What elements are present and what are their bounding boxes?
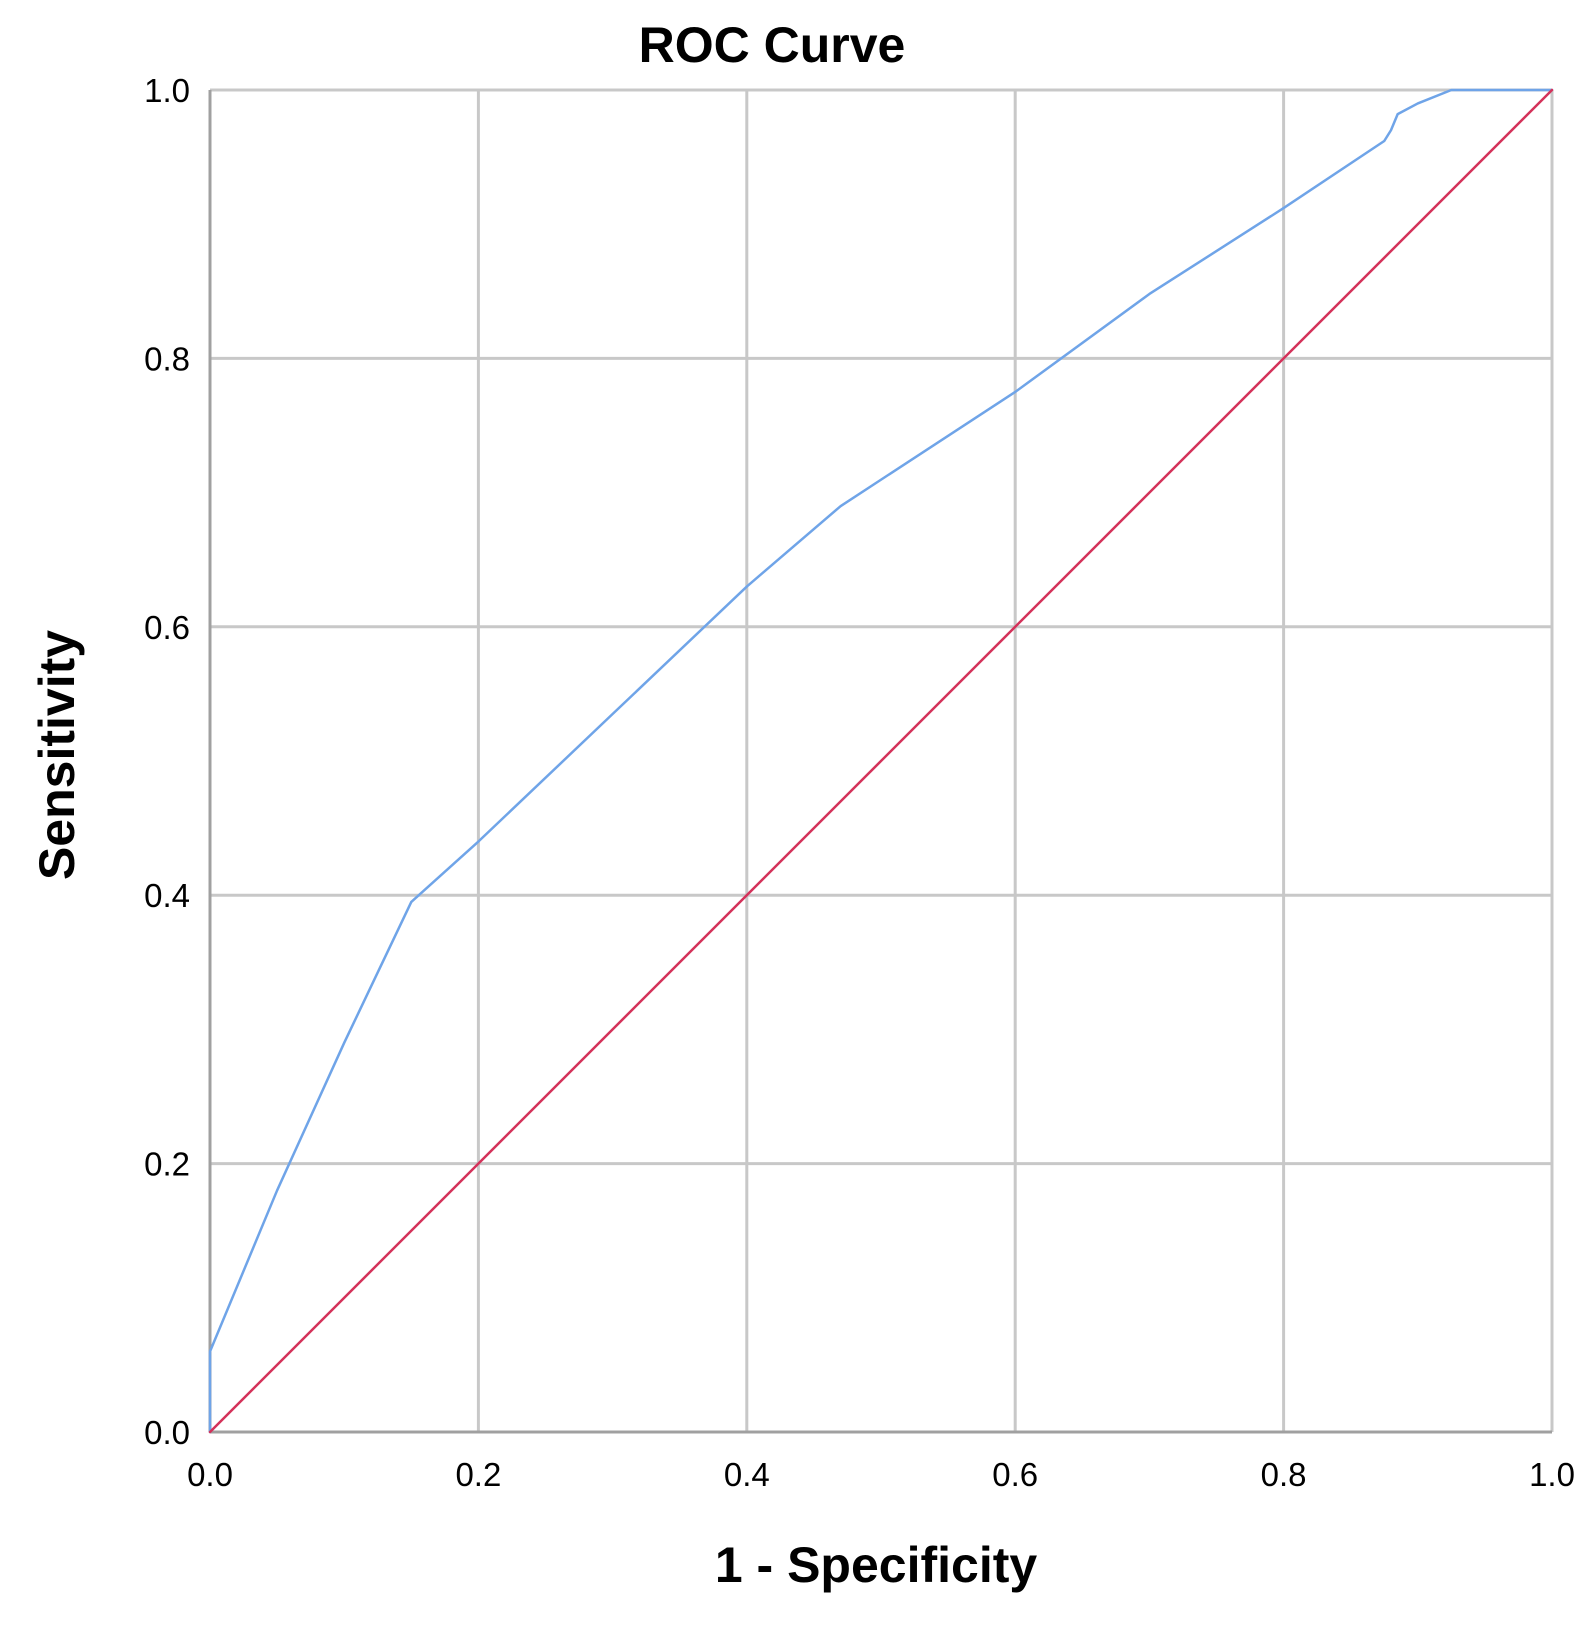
y-tick-label: 0.0 (144, 1414, 190, 1451)
series-layer (208, 88, 1554, 1434)
y-tick-label: 0.6 (144, 609, 190, 646)
axes (208, 90, 1552, 1434)
x-tick-label: 0.4 (724, 1456, 770, 1493)
x-tick-label: 0.0 (187, 1456, 233, 1493)
tick-labels: 0.0 0.2 0.4 0.6 0.8 1.0 0.0 0.2 0.4 0.6 0.8 1.0 (144, 72, 1575, 1493)
reference-diagonal-line (208, 88, 1554, 1434)
y-tick-label: 0.2 (144, 1146, 190, 1183)
x-tick-label: 1.0 (1529, 1456, 1575, 1493)
roc-curve-line (208, 88, 1554, 1434)
y-tick-label: 0.8 (144, 340, 190, 377)
y-axis-label: Sensitivity (29, 630, 85, 880)
chart-title: ROC Curve (639, 17, 906, 73)
grid (210, 88, 1554, 1432)
x-tick-label: 0.2 (455, 1456, 501, 1493)
x-tick-label: 0.6 (992, 1456, 1038, 1493)
y-tick-label: 1.0 (144, 72, 190, 109)
y-tick-label: 0.4 (144, 877, 190, 914)
x-tick-label: 0.8 (1261, 1456, 1307, 1493)
x-axis-label: 1 - Specificity (715, 1537, 1038, 1593)
